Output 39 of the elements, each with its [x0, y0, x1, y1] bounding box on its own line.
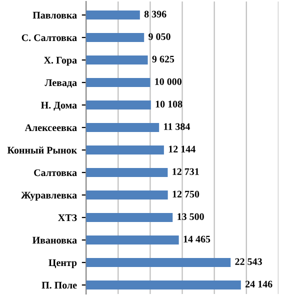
bar [86, 78, 150, 87]
bar [86, 10, 140, 20]
y-tick-label: Конный Рынок [7, 146, 78, 154]
bar [86, 33, 144, 42]
data-label: 12 731 [172, 168, 199, 176]
bar [86, 168, 168, 177]
bar [86, 123, 160, 132]
bar [86, 146, 164, 154]
data-label: 13 500 [178, 213, 204, 220]
bar [86, 213, 173, 222]
data-label: 12 750 [172, 190, 200, 198]
bar [86, 100, 151, 110]
y-tick-label: С. Салтовка [22, 34, 77, 42]
data-label: 9 050 [148, 33, 170, 40]
data-label: 8 396 [144, 10, 166, 18]
data-label: 10 108 [156, 100, 182, 108]
y-tick-label: П. Поле [42, 282, 77, 289]
y-tick-label: Центр [48, 259, 77, 268]
y-tick-label: ХТЗ [58, 214, 77, 222]
data-label: 11 384 [164, 123, 190, 130]
bar [86, 190, 168, 200]
y-tick-label: Павловка [32, 12, 77, 19]
bar [86, 56, 148, 64]
bar [86, 236, 179, 244]
data-label: 10 000 [155, 78, 182, 86]
y-tick-label: Х. Гора [44, 56, 77, 66]
y-tick-label: Н. Дома [40, 102, 77, 111]
data-label: 24 146 [245, 280, 272, 288]
y-tick-label: Салтовка [34, 169, 77, 176]
bar [86, 258, 231, 267]
y-tick-label: Ивановка [32, 236, 77, 244]
data-label: 22 543 [235, 258, 262, 266]
data-label: 12 144 [168, 146, 196, 152]
y-tick-label: Алексеевка [24, 124, 77, 132]
data-label: 9 625 [152, 56, 174, 63]
y-tick-label: Журавлевка [21, 192, 77, 201]
y-tick-label: Левада [44, 79, 77, 88]
data-label: 14 465 [184, 236, 210, 243]
bar [86, 280, 241, 290]
